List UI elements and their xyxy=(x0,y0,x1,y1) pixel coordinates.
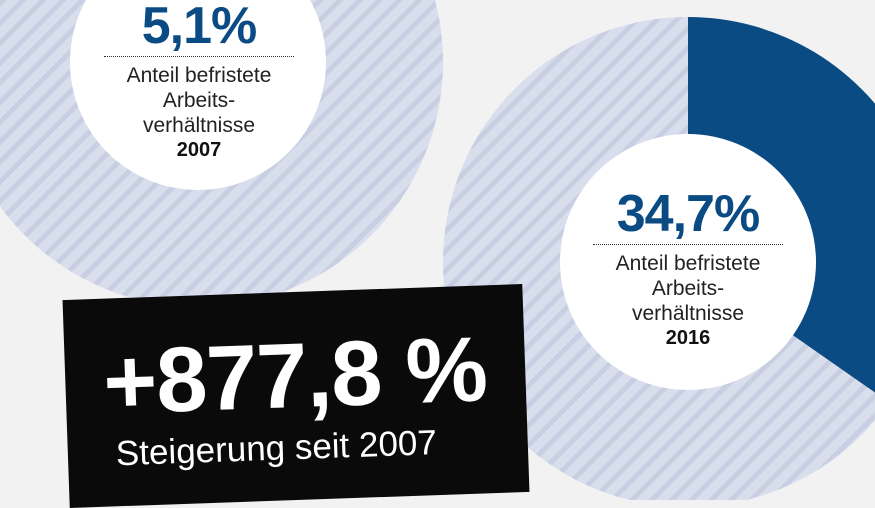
pie-2007-center xyxy=(70,0,326,190)
pie-2016-center xyxy=(560,134,816,390)
